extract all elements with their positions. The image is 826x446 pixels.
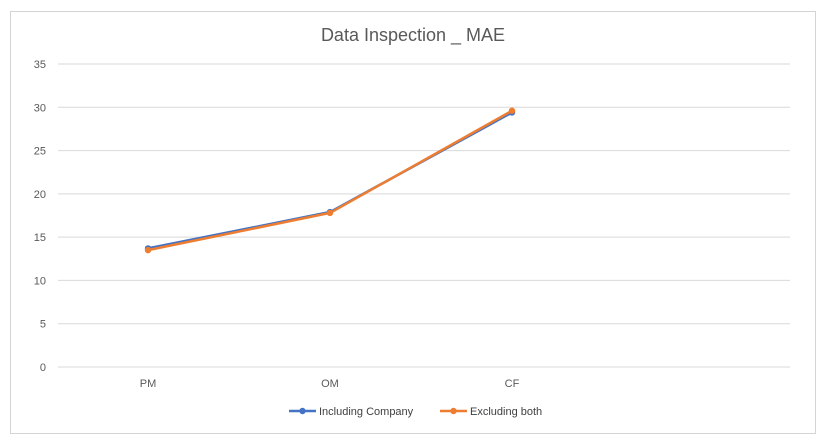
legend-marker bbox=[299, 407, 306, 415]
data-point bbox=[144, 246, 152, 254]
y-tick-label: 20 bbox=[34, 189, 46, 201]
chart-title: Data Inspection _ MAE bbox=[321, 25, 505, 46]
y-axis-ticks: 0 5 10 15 20 25 30 35 bbox=[34, 59, 46, 374]
data-point bbox=[508, 107, 516, 114]
gridlines bbox=[58, 63, 790, 368]
legend-label: Including Company bbox=[319, 406, 414, 418]
y-tick-label: 30 bbox=[34, 102, 46, 114]
x-tick-label: OM bbox=[321, 378, 339, 390]
series-lines bbox=[144, 107, 516, 254]
y-tick-label: 10 bbox=[34, 275, 46, 287]
x-tick-label: CF bbox=[505, 378, 520, 390]
legend-marker bbox=[450, 407, 457, 415]
y-tick-label: 35 bbox=[34, 59, 46, 71]
y-tick-label: 5 bbox=[40, 319, 46, 331]
data-point bbox=[326, 209, 334, 217]
y-tick-label: 15 bbox=[34, 232, 46, 244]
x-tick-label: PM bbox=[140, 378, 157, 390]
series-line-2 bbox=[147, 109, 513, 252]
y-tick-label: 25 bbox=[34, 146, 46, 158]
series-line-1 bbox=[147, 111, 513, 250]
x-axis-ticks: PM OM CF bbox=[140, 378, 520, 390]
legend: Including Company Excluding both bbox=[289, 406, 542, 418]
y-tick-label: 0 bbox=[40, 362, 46, 374]
chart-frame bbox=[10, 11, 816, 434]
legend-label: Excluding both bbox=[470, 406, 542, 418]
